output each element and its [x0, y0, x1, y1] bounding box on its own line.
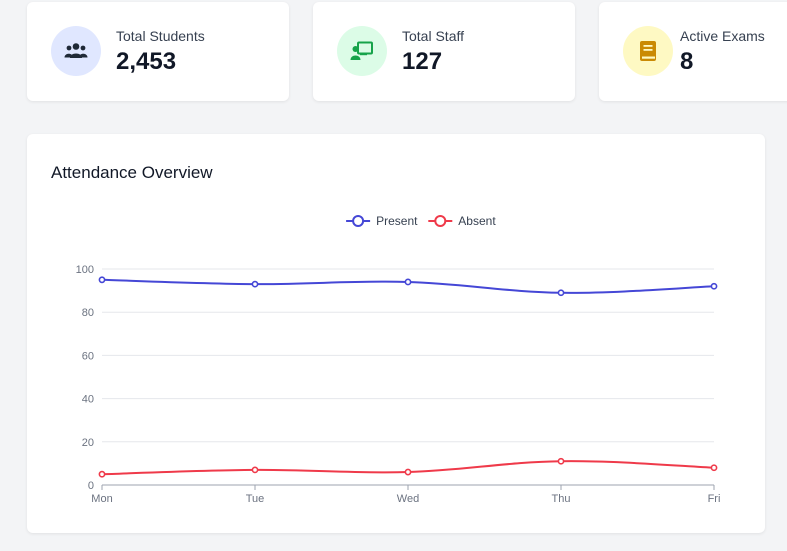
data-point-absent: [710, 464, 718, 472]
chalkboard-teacher-icon: [337, 26, 387, 76]
stat-label: Total Staff: [402, 28, 465, 44]
data-point-present: [251, 280, 259, 288]
stat-label: Active Exams: [680, 28, 765, 44]
stat-card-staff: Total Staff 127: [313, 2, 575, 101]
stat-card-students: Total Students 2,453: [27, 2, 289, 101]
data-point-present: [557, 289, 565, 297]
data-point-absent: [404, 468, 412, 476]
data-point-absent: [557, 457, 565, 465]
attendance-line-chart: 0 20 40 60 80 100 Mon Tue Wed Thu Fri Present Absent: [76, 214, 721, 505]
stat-value: 2,453: [116, 48, 177, 75]
users-icon: [51, 26, 101, 76]
y-tick-label: 40: [82, 394, 94, 406]
x-tick-label: Thu: [552, 493, 571, 505]
data-point-present: [710, 282, 718, 290]
stat-card-exams: Active Exams 8: [599, 2, 787, 101]
data-point-present: [98, 276, 106, 284]
x-tick-label: Mon: [91, 493, 112, 505]
legend-swatch-marker: [434, 215, 447, 227]
y-tick-label: 20: [82, 437, 94, 449]
x-tick-label: Tue: [246, 493, 265, 505]
chart-title: Attendance Overview: [51, 163, 213, 182]
data-point-absent: [251, 466, 259, 474]
legend-label: Present: [376, 214, 418, 228]
legend-item-absent: Absent: [428, 214, 496, 228]
legend-item-present: Present: [346, 214, 418, 228]
book-icon: [623, 26, 673, 76]
stat-value: 127: [402, 48, 443, 75]
y-tick-label: 80: [82, 307, 94, 319]
x-tick-label: Fri: [708, 493, 721, 505]
attendance-chart-card: Attendance Overview 0 20 40 60 80 100 Mon Tue We…: [27, 134, 765, 533]
stat-value: 8: [680, 48, 694, 75]
y-tick-label: 100: [76, 264, 94, 276]
data-point-absent: [98, 470, 106, 478]
stat-label: Total Students: [116, 28, 205, 44]
y-tick-label: 60: [82, 350, 94, 362]
data-point-present: [404, 278, 412, 286]
legend-label: Absent: [458, 214, 496, 228]
legend-swatch-marker: [352, 215, 365, 227]
x-tick-label: Wed: [397, 493, 419, 505]
y-tick-label: 0: [88, 480, 94, 492]
